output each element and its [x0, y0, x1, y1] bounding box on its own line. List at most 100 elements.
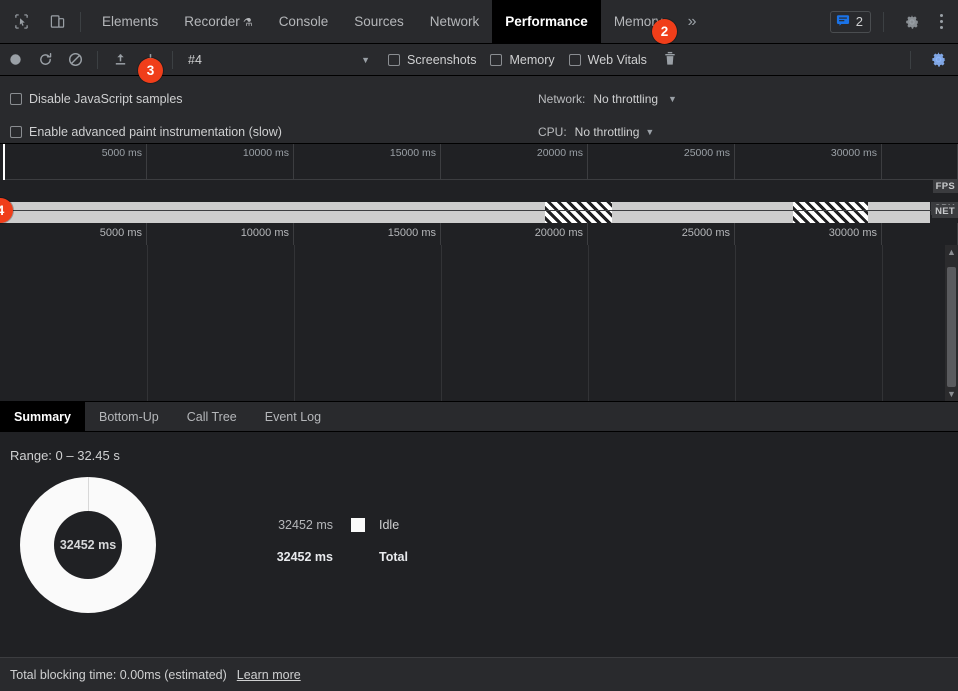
legend-swatch-idle	[351, 518, 365, 532]
reload-and-record-icon[interactable]	[30, 45, 60, 75]
net-band-label: NET	[932, 205, 958, 218]
flame-tick-label: 10000 ms	[240, 227, 289, 239]
memory-label: Memory	[509, 52, 555, 67]
legend-name: Total	[379, 550, 408, 564]
issues-count: 2	[855, 14, 863, 29]
device-toolbar-icon[interactable]	[42, 7, 72, 37]
tab-console[interactable]: Console	[278, 13, 329, 29]
tab-performance[interactable]: Performance	[492, 0, 601, 44]
scroll-up-icon[interactable]: ▲	[947, 247, 956, 257]
legend-value: 32452 ms	[278, 518, 333, 532]
flame-tick-label: 25000 ms	[681, 227, 730, 239]
web-vitals-checkbox[interactable]: Web Vitals	[568, 52, 647, 67]
toolbar-divider-3	[910, 50, 911, 69]
checkbox-box	[568, 53, 581, 66]
overview-tick-label: 30000 ms	[830, 147, 877, 159]
profile-select[interactable]: #4 ▼	[180, 53, 370, 67]
chevron-down-icon[interactable]: ▼	[668, 93, 677, 104]
more-tabs-icon[interactable]: »	[687, 12, 697, 30]
overview-tick	[882, 144, 958, 179]
tab-call-tree[interactable]: Call Tree	[186, 409, 237, 424]
scroll-down-icon[interactable]: ▼	[947, 389, 956, 399]
tab-recorder[interactable]: Recorder ⚗	[184, 13, 253, 29]
flame-tick: 10000 ms	[147, 223, 294, 245]
overview-tick: 10000 ms	[147, 144, 294, 179]
disable-js-samples-checkbox[interactable]: Disable JavaScript samples	[10, 92, 183, 106]
cpu-throttling-value[interactable]: No throttling	[574, 124, 640, 139]
tab-event-log[interactable]: Event Log	[264, 409, 322, 424]
throttling-controls: Network: No throttling ▼ CPU: No throttl…	[538, 82, 958, 148]
network-throttling-label: Network:	[538, 91, 586, 106]
flame-tick-label: 20000 ms	[534, 227, 583, 239]
overview-net-band: NET	[0, 205, 958, 223]
donut-center-label: 32452 ms	[54, 511, 122, 579]
flame-tick-label: 5000 ms	[99, 227, 142, 239]
fps-band-label: FPS	[932, 180, 958, 193]
flame-tick: 30000 ms	[735, 223, 882, 245]
network-throttling-value[interactable]: No throttling	[593, 91, 659, 106]
flame-tick-label: 30000 ms	[828, 227, 877, 239]
overview-tick-label: 15000 ms	[389, 147, 436, 159]
learn-more-link[interactable]: Learn more	[236, 667, 301, 682]
chevron-down-icon[interactable]: ▼	[645, 126, 655, 137]
annotation-marker-2: 2	[652, 19, 677, 44]
flame-gridline	[882, 245, 883, 401]
checkbox-box	[10, 125, 22, 138]
devtools-tab-bar: Elements Recorder ⚗ Console Sources Netwo…	[0, 0, 958, 44]
scrollbar-thumb[interactable]	[947, 267, 956, 387]
gear-icon[interactable]	[898, 8, 926, 36]
flame-tick	[882, 223, 958, 245]
checkbox-box	[10, 92, 22, 105]
flame-tick: 25000 ms	[588, 223, 735, 245]
record-button[interactable]	[0, 45, 30, 75]
tab-elements[interactable]: Elements	[102, 13, 159, 29]
overview-ruler: 5000 ms 10000 ms 15000 ms 20000 ms 25000 ms 3…	[0, 144, 958, 180]
total-blocking-time-text: Total blocking time: 0.00ms (estimated)	[10, 667, 227, 682]
toolbar-right	[903, 46, 958, 74]
issues-button[interactable]: 2	[829, 10, 871, 33]
memory-checkbox[interactable]: Memory	[490, 52, 555, 67]
flame-chart-scrollbar[interactable]: ▲ ▼	[945, 245, 958, 401]
delete-icon[interactable]	[663, 51, 677, 69]
tab-network[interactable]: Network	[429, 13, 480, 29]
advanced-paint-checkbox[interactable]: Enable advanced paint instrumentation (s…	[10, 125, 282, 139]
flame-chart[interactable]: 5000 ms 10000 ms 15000 ms 20000 ms 25000 ms 3…	[0, 223, 958, 401]
inspect-element-icon[interactable]	[6, 7, 36, 37]
tab-bottom-up[interactable]: Bottom-Up	[98, 409, 159, 424]
tab-memory[interactable]: Memory	[613, 13, 663, 29]
flame-gridline	[588, 245, 589, 401]
summary-legend: 32452 ms Idle 32452 ms Total	[255, 509, 408, 573]
checkbox-box	[490, 53, 503, 66]
checkbox-box	[388, 53, 400, 66]
chevron-down-icon: ▼	[361, 54, 370, 65]
right-divider	[883, 11, 884, 32]
clear-recording-icon[interactable]	[60, 45, 90, 75]
load-profile-icon[interactable]	[105, 45, 135, 75]
tab-summary[interactable]: Summary	[0, 402, 85, 431]
flame-tick-label: 15000 ms	[387, 227, 436, 239]
overview-tick: 30000 ms	[735, 144, 882, 179]
disable-js-samples-label: Disable JavaScript samples	[29, 91, 183, 106]
issues-icon	[836, 14, 850, 30]
toolbar-divider	[80, 11, 81, 32]
summary-body: 32452 ms 32452 ms Idle 32452 ms Total	[10, 477, 958, 613]
summary-donut-chart: 32452 ms	[20, 477, 160, 613]
overview-window-left-handle[interactable]	[0, 144, 5, 180]
disable-js-samples-row: Disable JavaScript samples	[0, 82, 958, 115]
web-vitals-label: Web Vitals	[587, 52, 647, 67]
range-label: Range: 0 – 32.45 s	[10, 448, 120, 463]
tab-sources[interactable]: Sources	[354, 13, 404, 29]
screenshots-checkbox[interactable]: Screenshots	[388, 53, 476, 67]
tab-bar-right-controls: 2	[829, 8, 958, 36]
capture-settings-pane: Disable JavaScript samples Enable advanc…	[0, 76, 958, 144]
timeline-overview[interactable]: 5000 ms 10000 ms 15000 ms 20000 ms 25000 ms 3…	[0, 144, 958, 230]
screenshots-label: Screenshots	[407, 52, 477, 67]
donut-seam	[88, 477, 89, 511]
overview-tick: 20000 ms	[441, 144, 588, 179]
capture-settings-gear-icon[interactable]	[924, 46, 952, 74]
overview-tick: 25000 ms	[588, 144, 735, 179]
annotation-marker-3: 3	[138, 58, 163, 83]
overview-tick-label: 20000 ms	[536, 147, 583, 159]
kebab-menu-icon[interactable]	[930, 14, 952, 29]
flame-gridline	[441, 245, 442, 401]
